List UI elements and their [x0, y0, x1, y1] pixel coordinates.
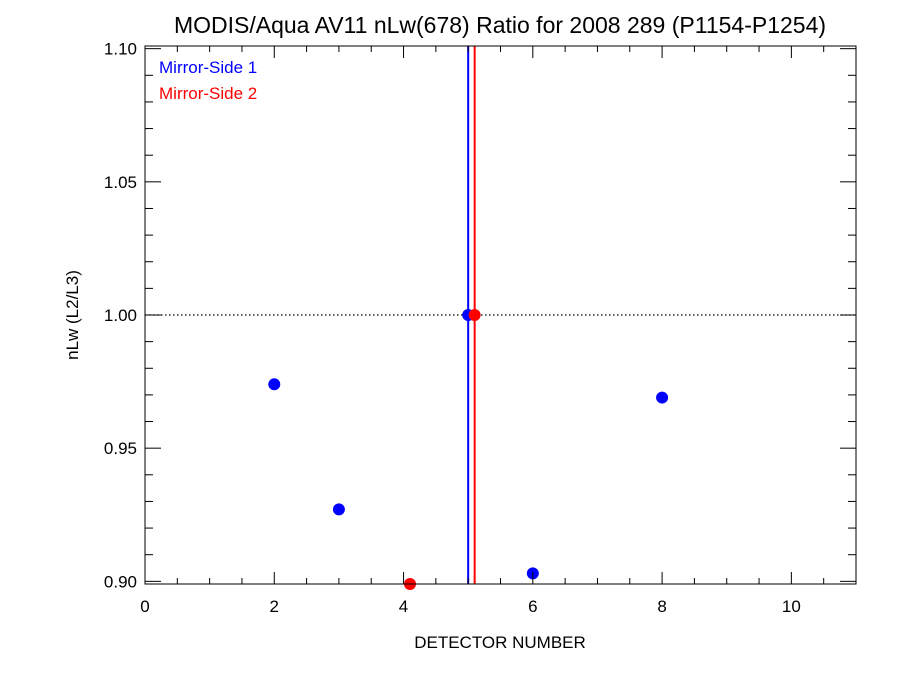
series-1-point — [268, 378, 281, 391]
y-tick-label: 1.00 — [104, 306, 137, 325]
x-tick-label: 10 — [782, 597, 801, 616]
x-tick-label: 2 — [270, 597, 279, 616]
y-axis-label: nLw (L2/L3) — [63, 270, 82, 360]
y-tick-label: 0.90 — [104, 572, 137, 591]
legend-entry-1: Mirror-Side 1 — [159, 58, 257, 77]
legend: Mirror-Side 1 Mirror-Side 2 — [159, 58, 257, 103]
y-tick-label: 1.05 — [104, 173, 137, 192]
legend-entry-2: Mirror-Side 2 — [159, 84, 257, 103]
x-tick-label: 4 — [399, 597, 408, 616]
series-1-point — [332, 503, 345, 516]
axis-tick-labels: 0 2 4 6 8 10 0.90 0.95 1.00 1.05 1.10 — [104, 40, 801, 616]
data-marks — [268, 46, 669, 590]
y-tick-label: 1.10 — [104, 40, 137, 59]
series-2-point — [468, 309, 481, 321]
y-tick-label: 0.95 — [104, 439, 137, 458]
x-tick-label: 8 — [657, 597, 666, 616]
x-tick-label: 6 — [528, 597, 537, 616]
chart-title: MODIS/Aqua AV11 nLw(678) Ratio for 2008 … — [174, 12, 826, 38]
x-axis-label: DETECTOR NUMBER — [414, 633, 586, 652]
axis-ticks — [144, 46, 857, 584]
series-1-point — [656, 391, 669, 404]
x-tick-label: 0 — [140, 597, 149, 616]
